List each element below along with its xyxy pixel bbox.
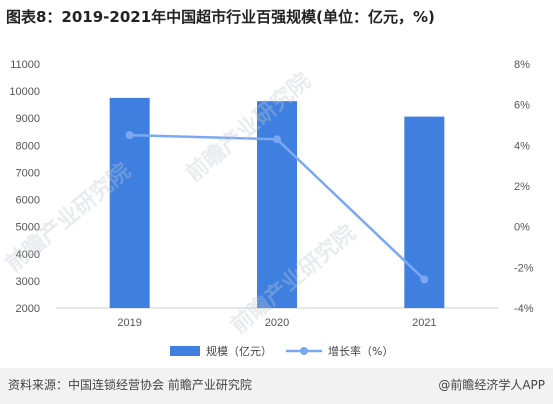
chart-title: 图表8：2019-2021年中国超市行业百强规模(单位：亿元，%) xyxy=(6,8,435,26)
legend-marker-line xyxy=(300,347,308,355)
y-right-tick-label: -4% xyxy=(514,303,534,315)
y-left-tick-label: 5000 xyxy=(16,222,40,234)
legend-label-line: 增长率（%） xyxy=(328,344,393,358)
y-right-tick-label: 0% xyxy=(514,222,530,234)
y-left-tick-label: 11000 xyxy=(10,59,40,71)
legend-label-bar: 规模（亿元） xyxy=(206,344,272,358)
source-note: 资料来源：中国连锁经营协会 前瞻产业研究院 xyxy=(8,378,252,392)
y-left-tick-label: 6000 xyxy=(16,195,40,207)
y-right-tick-label: 2% xyxy=(514,181,530,193)
brand-credit: @前瞻经济学人APP xyxy=(438,378,545,392)
bar xyxy=(257,101,297,309)
growth-point xyxy=(273,135,281,144)
y-left-tick-label: 4000 xyxy=(16,249,40,261)
y-right-tick-label: 6% xyxy=(514,100,530,112)
bar xyxy=(109,97,150,308)
x-tick-label: 2020 xyxy=(265,317,289,329)
y-right-tick-label: 8% xyxy=(514,59,530,71)
y-left-tick-label: 9000 xyxy=(16,113,40,125)
y-left-tick-label: 2000 xyxy=(16,303,40,315)
y-right-tick-label: -2% xyxy=(514,262,534,274)
y-right-tick-label: 4% xyxy=(514,140,530,152)
y-left-tick-label: 3000 xyxy=(16,276,40,288)
legend-swatch-bar xyxy=(170,346,200,356)
growth-point xyxy=(420,275,429,284)
y-left-tick-label: 10000 xyxy=(9,86,40,98)
y-left-tick-label: 8000 xyxy=(16,140,40,152)
y-left-tick-label: 7000 xyxy=(16,167,40,179)
x-tick-label: 2019 xyxy=(117,317,141,329)
x-tick-label: 2021 xyxy=(412,317,436,329)
growth-point xyxy=(125,131,134,140)
footer-bar xyxy=(0,368,553,404)
